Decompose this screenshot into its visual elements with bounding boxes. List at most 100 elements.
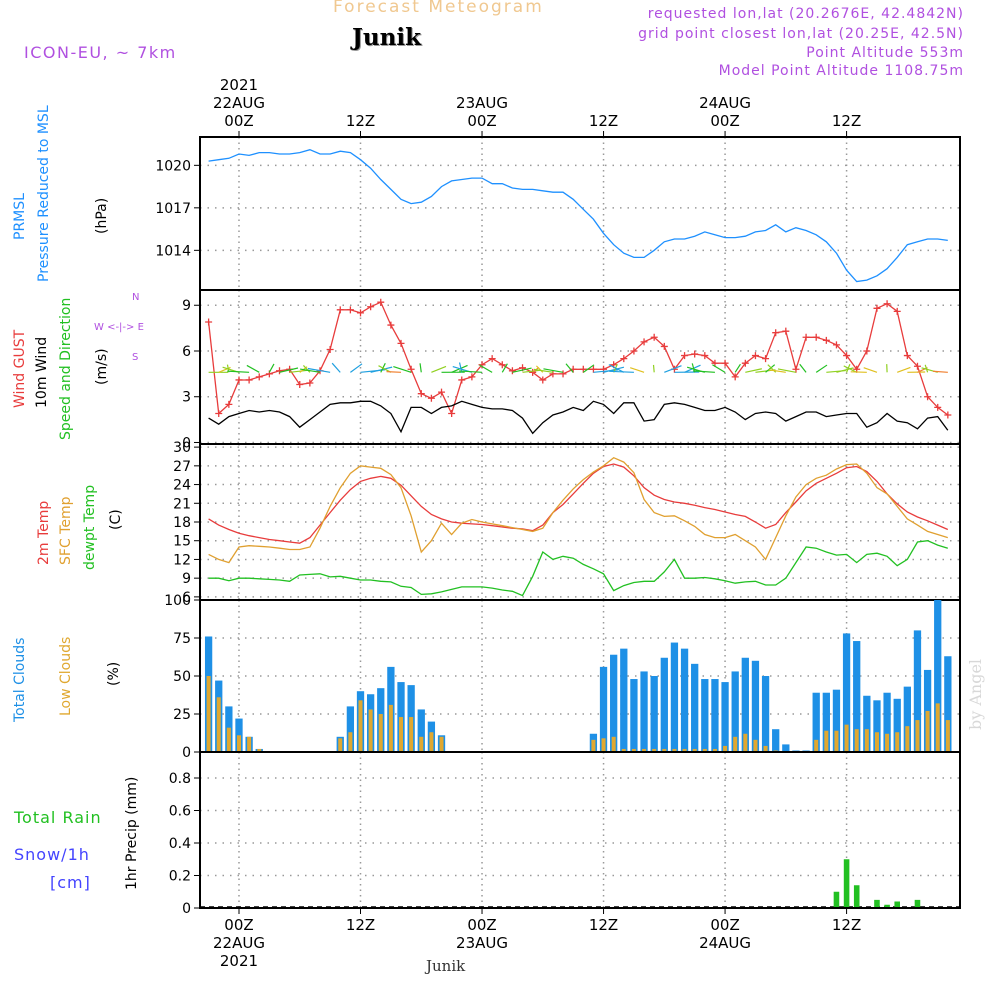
total-cloud-bar [599,666,608,751]
time-label-bottom: 12Z [832,916,861,934]
y-tick-label: 18 [173,515,191,531]
temp-unit: (C) [108,509,124,530]
total-cloud-bar [630,679,638,751]
gust-marker [245,376,253,384]
low-cloud-bar [854,729,859,751]
low-cloud-bar [642,748,647,751]
low-cloud-bar [925,710,930,751]
gust-marker [559,370,567,378]
wind-direction-arrow [512,367,532,373]
total-cloud-bar [812,692,820,751]
total-cloud-bar [934,600,942,751]
wind-direction-arrow [603,366,625,373]
cloud-low-label: Low Clouds [58,637,74,716]
low-cloud-bar [672,748,677,751]
gust-marker [407,365,415,373]
y-tick-label: 6 [182,344,191,360]
low-cloud-bar [915,720,920,751]
total-cloud-bar [731,671,739,751]
rain-bar [894,901,900,907]
chart-title: Forecast Meteogram [333,0,544,17]
rain-bar [874,899,880,907]
low-cloud-bar [743,733,748,751]
wind-direction-arrow [712,364,726,373]
low-cloud-bar [621,748,626,751]
pressure-unit: (hPa) [94,198,110,234]
location-title: Junik [352,24,421,51]
gust-marker [792,365,800,373]
wind-direction-arrow [543,368,564,373]
gust-marker [913,362,921,370]
wind-direction-arrow [664,365,682,373]
temp-2m-label: 2m Temp [36,501,52,565]
y-tick-label: 25 [173,707,191,723]
time-label-bottom: 12Z [346,916,375,934]
cloud-total-label: Total Clouds [12,638,28,723]
low-cloud-bar [226,727,231,751]
total-cloud-bar [863,695,871,751]
gust-marker [650,333,658,341]
wind-direction-arrow [850,371,867,373]
gust-marker [772,329,780,337]
low-cloud-bar [409,717,414,751]
total-cloud-bar [772,729,780,751]
low-cloud-bar [753,739,758,751]
wind-direction-arrow [777,368,797,373]
y-tick-label: 30 [173,440,191,456]
temp-sfc-line [208,456,948,564]
gust-marker [215,410,223,418]
gust-marker [822,336,830,344]
gust-marker [620,355,628,363]
rain-bar [914,899,921,907]
total-cloud-bar [650,676,658,751]
wind-direction-arrow [246,364,260,373]
total-cloud-bar [660,657,668,751]
pressure-label-msl: Pressure Reduced to MSL [36,105,52,282]
time-label-bottom: 22AUG [213,934,265,952]
total-cloud-bar [923,669,932,751]
low-cloud-bar [216,697,221,751]
gust-marker [438,388,446,396]
time-label-top: 12Z [346,112,375,130]
total-cloud-bar [346,706,355,751]
total-cloud-bar [842,633,851,751]
total-cloud-bar [802,750,810,751]
wind-direction-arrow [370,366,393,373]
y-tick-label: 12 [173,552,191,568]
wind-10m-label: 10m Wind [34,337,50,408]
total-cloud-bar [235,718,243,751]
time-label-bottom: 00Z [710,916,739,934]
wind-direction-arrow [386,371,402,373]
total-cloud-bar [853,641,861,751]
gridpoint-coords: grid point closest lon,lat (20.25E, 42.5… [638,26,964,42]
low-cloud-bar [814,739,819,751]
low-cloud-bar [206,676,211,751]
pressure-line [208,149,948,283]
rain-bar [843,859,850,907]
model-label: ICON-EU, ~ 7km [24,43,177,62]
gust-marker [832,341,840,349]
y-tick-label: 21 [173,496,191,512]
wind-direction-label: Speed and Direction [58,298,74,440]
gust-marker [468,373,476,381]
gust-marker [701,352,709,360]
low-cloud-bar [368,709,373,751]
wind-direction-arrow [630,367,645,373]
gust-marker [225,400,233,408]
total-cloud-bar [944,656,952,751]
temp-dew-label: dewpt Temp [82,485,98,570]
low-cloud-bar [763,745,768,751]
time-label-bottom: 24AUG [699,934,751,952]
gust-marker [782,327,790,335]
wind-direction-arrow [836,367,854,373]
low-cloud-bar [631,748,636,751]
gust-marker [397,339,405,347]
gust-marker [630,347,638,355]
gust-marker [205,318,213,326]
time-label-bottom: 23AUG [456,934,508,952]
total-cloud-bar [792,750,800,751]
y-tick-label: 0 [182,745,191,761]
total-cloud-bar [610,654,618,751]
wind-direction-arrow [535,365,544,373]
y-tick-label: 1014 [155,243,191,259]
